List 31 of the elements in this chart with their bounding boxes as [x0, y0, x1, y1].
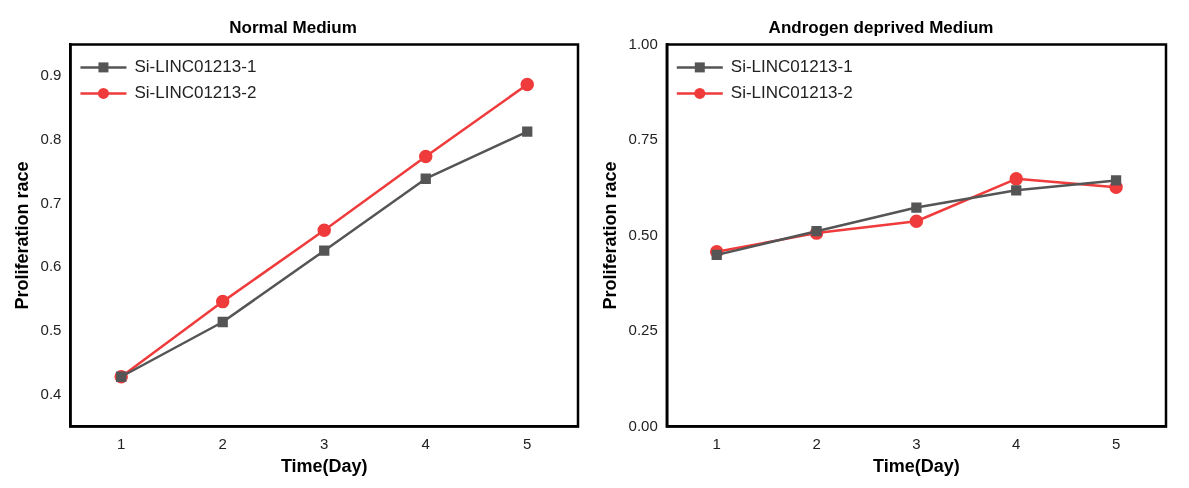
y-axis-title: Proliferation race — [11, 161, 32, 310]
legend-label: Si-LINC01213-1 — [730, 57, 853, 77]
y-tick-label: 0.00 — [628, 416, 658, 434]
y-tick-label: 0.4 — [40, 384, 62, 402]
y-tick-label: 0.7 — [40, 193, 62, 211]
chart-title: Normal Medium — [229, 17, 357, 37]
x-tick-label: 1 — [117, 434, 126, 452]
x-axis-title: Time(Day) — [280, 456, 368, 477]
y-tick-label: 0.75 — [628, 130, 658, 148]
x-tick-label: 2 — [218, 434, 227, 452]
y-tick-label: 0.8 — [40, 130, 62, 148]
x-tick-label: 5 — [1111, 434, 1121, 452]
x-tick-label: 2 — [812, 434, 821, 452]
y-tick-label: 0.25 — [628, 321, 658, 339]
x-tick-label: 3 — [912, 434, 921, 452]
x-tick-label: 5 — [523, 434, 532, 452]
y-axis-title: Proliferation race — [599, 161, 620, 310]
x-tick-label: 4 — [1012, 434, 1021, 452]
y-tick-label: 0.9 — [40, 66, 62, 84]
x-tick-label: 3 — [320, 434, 329, 452]
legend-label: Si-LINC01213-1 — [134, 57, 257, 77]
x-tick-label: 1 — [712, 434, 721, 452]
y-tick-label: 0.5 — [40, 321, 62, 339]
legend-label: Si-LINC01213-2 — [730, 83, 853, 103]
y-tick-label: 0.50 — [628, 225, 658, 243]
y-tick-label: 1.00 — [628, 34, 658, 52]
chart-title: Androgen deprived Medium — [768, 17, 994, 37]
x-tick-label: 4 — [421, 434, 430, 452]
y-tick-label: 0.6 — [40, 257, 62, 275]
legend-label: Si-LINC01213-2 — [134, 83, 257, 103]
x-axis-title: Time(Day) — [873, 456, 960, 477]
